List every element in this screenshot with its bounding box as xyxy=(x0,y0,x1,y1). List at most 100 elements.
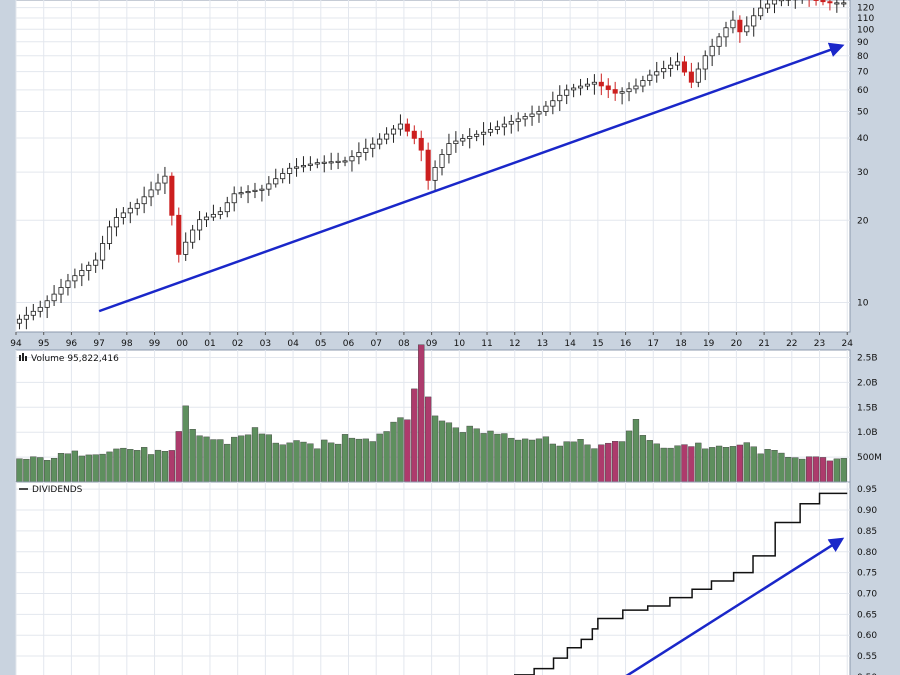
volume-bar xyxy=(646,440,653,483)
price-candle xyxy=(453,131,459,153)
price-candle xyxy=(349,150,355,172)
volume-bar xyxy=(778,452,785,483)
price-candle xyxy=(183,232,189,261)
year-tick-label: 11 xyxy=(481,339,492,349)
price-candle xyxy=(515,112,521,132)
volume-bar xyxy=(639,435,647,483)
volume-bar xyxy=(563,441,570,483)
year-tick-label: 07 xyxy=(370,339,381,349)
price-y-tick-label: 70 xyxy=(857,68,869,78)
price-candle xyxy=(418,130,424,162)
volume-bar xyxy=(805,456,813,483)
volume-bar xyxy=(44,460,51,483)
volume-bar xyxy=(362,438,369,483)
dividends-gridlines xyxy=(15,482,850,675)
price-candle xyxy=(801,0,803,4)
price-y-tick-label: 100 xyxy=(857,25,874,35)
price-candle xyxy=(169,172,175,226)
volume-bar xyxy=(106,451,113,483)
price-y-tick-label: 20 xyxy=(857,216,869,226)
volume-bar xyxy=(695,442,702,483)
price-candle xyxy=(120,207,126,225)
price-candle xyxy=(709,38,715,67)
volume-bar xyxy=(196,435,203,483)
price-y-tick-label: 50 xyxy=(857,108,869,118)
price-candle xyxy=(51,285,57,307)
price-candle xyxy=(197,211,203,241)
price-candle xyxy=(439,149,445,176)
price-candle xyxy=(224,196,230,218)
dividends-y-tick-label: 0.70 xyxy=(857,589,877,599)
volume-bar xyxy=(314,448,321,483)
year-tick-label: 24 xyxy=(842,339,854,349)
price-plot-area xyxy=(15,0,851,333)
price-candle xyxy=(155,173,161,195)
year-tick-label: 17 xyxy=(648,339,659,349)
dividends-y-tick-label: 0.60 xyxy=(857,631,877,641)
volume-bar xyxy=(182,405,189,483)
dividends-legend: DIVIDENDS xyxy=(19,485,83,495)
price-candle xyxy=(397,114,403,136)
price-candle xyxy=(695,62,701,88)
price-candle xyxy=(335,152,341,170)
price-candle xyxy=(564,84,570,105)
volume-bar xyxy=(515,439,522,483)
volume-bar xyxy=(605,442,612,483)
year-tick-label: 02 xyxy=(232,339,243,349)
price-candle xyxy=(370,137,376,158)
dividends-y-tick-label: 0.95 xyxy=(857,485,877,495)
volume-bar xyxy=(161,451,169,483)
year-tick-label: 03 xyxy=(260,339,271,349)
volume-bar xyxy=(321,439,328,483)
volume-bar xyxy=(612,441,619,483)
price-candle xyxy=(217,206,223,220)
price-candle xyxy=(307,156,313,171)
year-axis: 94 95 96 97 98 99 00 01 02 03 04 05 06 07 08 09 10 11 12 13… xyxy=(10,332,853,349)
price-candle xyxy=(390,125,397,143)
price-candle xyxy=(571,83,577,98)
price-candle xyxy=(162,166,168,195)
price-candle xyxy=(647,69,653,86)
volume-bar xyxy=(168,450,175,483)
dividends-y-tick-label: 0.75 xyxy=(857,569,877,579)
volume-y-tick-label: 1.0B xyxy=(857,428,878,438)
price-candle xyxy=(785,0,791,7)
year-tick-label: 95 xyxy=(38,339,49,349)
volume-bar xyxy=(556,445,563,483)
price-y-tick-label: 60 xyxy=(857,86,869,96)
volume-bar xyxy=(653,443,660,483)
year-tick-label: 20 xyxy=(731,339,743,349)
price-candle xyxy=(591,74,597,95)
volume-bar xyxy=(757,453,764,483)
price-candle xyxy=(141,186,147,214)
price-candle xyxy=(808,0,810,7)
volume-bar xyxy=(141,447,148,483)
price-candle xyxy=(148,181,154,207)
price-candle xyxy=(93,252,99,273)
volume-bar xyxy=(438,420,446,483)
price-candle xyxy=(231,186,237,212)
volume-y-tick-label: 1.5B xyxy=(857,403,878,413)
volume-bar xyxy=(480,433,487,483)
volume-bar xyxy=(715,445,723,483)
price-candle xyxy=(280,168,286,184)
volume-bar xyxy=(231,436,238,483)
volume-bar xyxy=(702,448,709,483)
price-candle xyxy=(834,0,840,13)
volume-bar xyxy=(258,433,266,483)
volume-bar xyxy=(355,438,363,483)
volume-bar xyxy=(376,433,383,483)
volume-bar xyxy=(521,438,529,483)
price-candle xyxy=(494,120,500,135)
price-candle xyxy=(86,261,92,281)
year-tick-label: 04 xyxy=(287,339,299,349)
price-candle xyxy=(771,0,778,14)
year-tick-label: 14 xyxy=(564,339,576,349)
volume-bar xyxy=(591,448,598,483)
price-trendline xyxy=(98,42,845,313)
price-candle xyxy=(688,62,694,89)
volume-bar xyxy=(57,453,65,483)
price-candle xyxy=(522,112,528,127)
volume-bar xyxy=(265,434,272,483)
volume-bar xyxy=(154,449,162,483)
